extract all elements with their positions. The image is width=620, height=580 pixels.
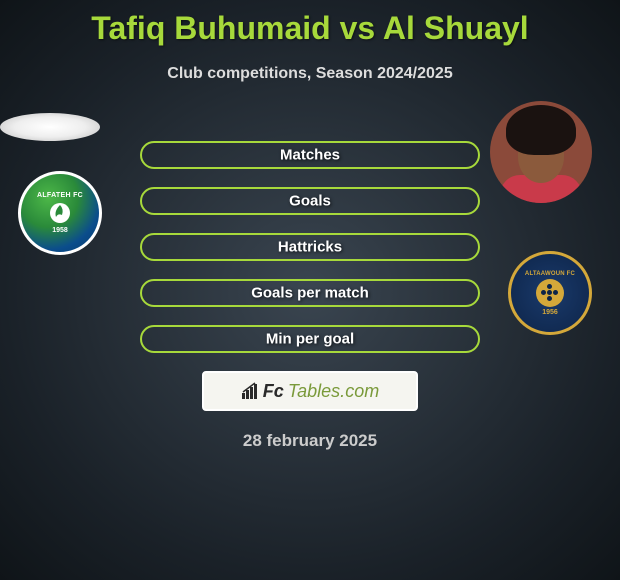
- club-right-name: ALTAAWOUN FC: [525, 271, 575, 277]
- player-right-avatar: [490, 101, 592, 203]
- brand-box: FcTables.com: [202, 371, 418, 411]
- stat-label: Matches: [280, 147, 340, 164]
- club-left-name: ALFATEH FC: [37, 192, 83, 199]
- brand-fc-text: Fc: [263, 381, 284, 402]
- club-left-year: 1958: [52, 227, 68, 234]
- date-text: 28 february 2025: [0, 431, 620, 451]
- club-left-badge: ALFATEH FC 1958: [18, 171, 102, 255]
- club-right-year: 1956: [542, 309, 558, 316]
- comparison-content: ALFATEH FC 1958 ALTAAWOUN FC 1956: [0, 113, 620, 451]
- stat-label: Hattricks: [278, 239, 342, 256]
- stat-bars: Matches 1 Goals 0 Hattricks 0 Goals per …: [140, 141, 480, 353]
- chart-icon: [241, 382, 259, 400]
- stat-bar-goals: Goals 0: [140, 187, 480, 215]
- club-left-ball-icon: [48, 201, 72, 225]
- brand-tables-text: Tables.com: [288, 381, 379, 402]
- stat-bar-matches: Matches 1: [140, 141, 480, 169]
- page-subtitle: Club competitions, Season 2024/2025: [0, 65, 620, 83]
- club-right-badge: ALTAAWOUN FC 1956: [508, 251, 592, 335]
- stat-label: Goals per match: [251, 285, 369, 302]
- player-left-avatar: [0, 113, 100, 141]
- stat-bar-hattricks: Hattricks 0: [140, 233, 480, 261]
- page-title: Tafiq Buhumaid vs Al Shuayl: [0, 0, 620, 47]
- player-face-graphic: [490, 101, 592, 203]
- club-right-ball-icon: [536, 279, 564, 307]
- stat-bar-min-per-goal: Min per goal: [140, 325, 480, 353]
- stat-label: Goals: [289, 193, 331, 210]
- stat-bar-goals-per-match: Goals per match: [140, 279, 480, 307]
- stat-label: Min per goal: [266, 331, 354, 348]
